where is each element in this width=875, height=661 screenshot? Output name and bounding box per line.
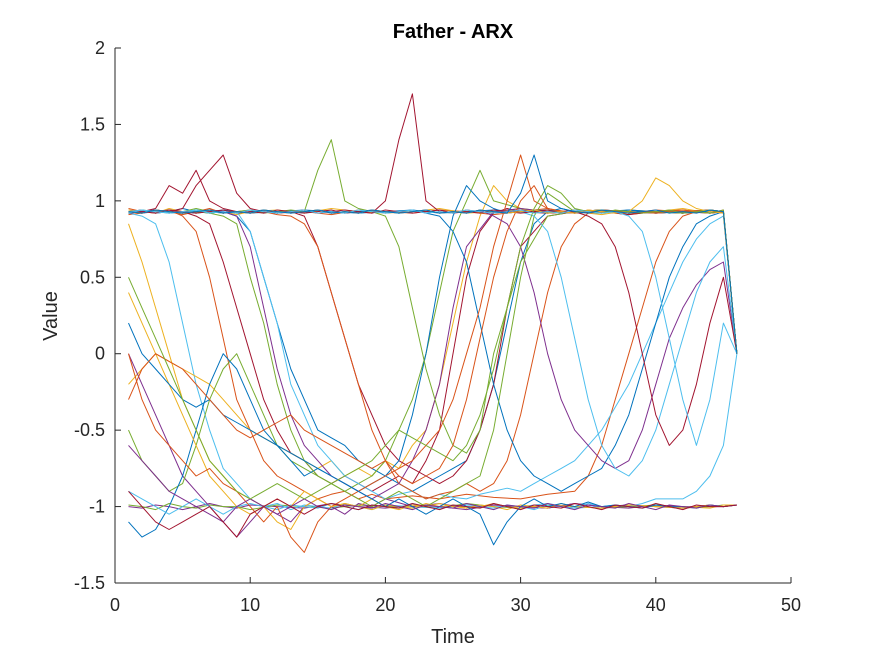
y-ticks: -1.5 -1 -0.5 0 0.5 1 1.5 2 <box>74 38 121 593</box>
series-line-23 <box>128 154 738 553</box>
series-line-26 <box>128 192 738 508</box>
series-line-11 <box>128 353 737 538</box>
y-axis-label: Value <box>40 291 62 341</box>
x-ticks: 0 10 20 30 40 50 <box>110 577 801 615</box>
series-line-32 <box>128 445 737 523</box>
y-tick-label: 1 <box>95 191 105 211</box>
y-tick-label: 0.5 <box>80 267 105 287</box>
x-axis-label: Time <box>431 626 475 648</box>
x-tick-label: 20 <box>375 595 395 615</box>
x-tick-label: 40 <box>646 595 666 615</box>
series-line-35 <box>128 490 737 538</box>
x-tick-label: 0 <box>110 595 120 615</box>
x-tick-label: 50 <box>781 595 801 615</box>
axes <box>114 48 791 584</box>
y-tick-label: 1.5 <box>80 114 105 134</box>
plot-area <box>115 48 791 583</box>
y-tick-label: 2 <box>95 38 105 58</box>
series-lines <box>128 93 738 553</box>
x-tick-label: 10 <box>240 595 260 615</box>
y-tick-label: -0.5 <box>74 420 105 440</box>
y-tick-label: 0 <box>95 344 105 364</box>
y-tick-label: -1 <box>89 497 105 517</box>
y-tick-label: -1.5 <box>74 573 105 593</box>
series-line-28 <box>128 209 738 446</box>
x-tick-label: 30 <box>511 595 531 615</box>
chart-title: Father - ARX <box>393 21 514 43</box>
series-line-36 <box>128 154 738 354</box>
